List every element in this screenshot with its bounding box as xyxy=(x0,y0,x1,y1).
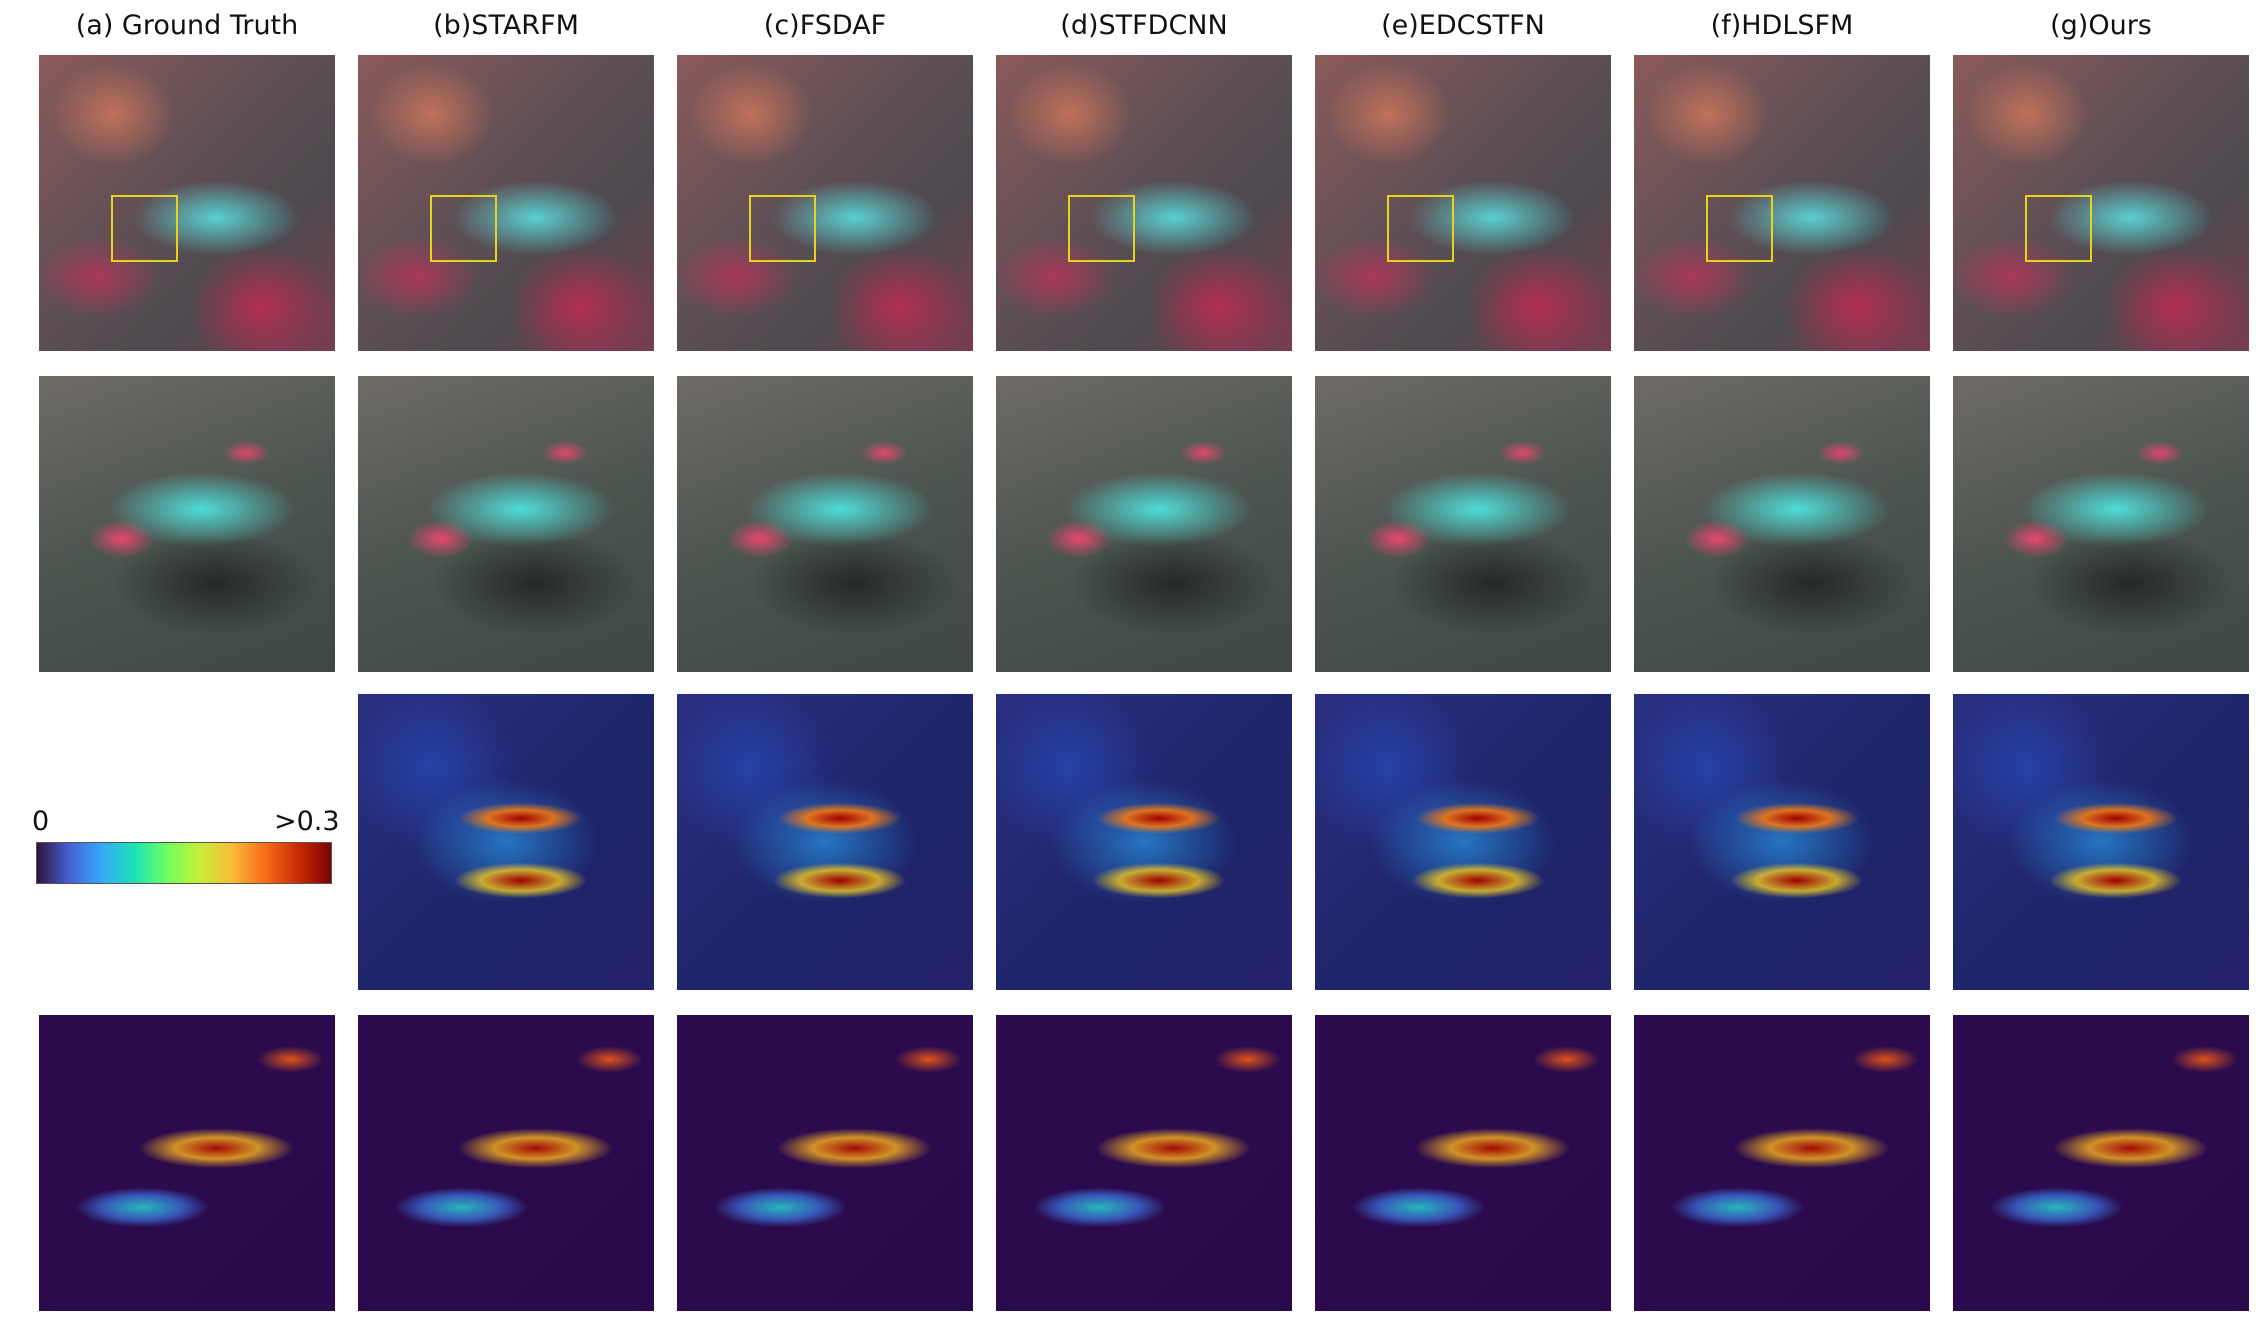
image-panel xyxy=(996,694,1292,990)
image-panel xyxy=(677,1015,973,1311)
image-panel xyxy=(677,55,973,351)
image-panel xyxy=(358,1015,654,1311)
image-panel xyxy=(1315,55,1611,351)
zoom-box xyxy=(1706,195,1773,262)
zoom-box xyxy=(430,195,497,262)
image-panel xyxy=(358,376,654,672)
image-panel xyxy=(1634,376,1930,672)
column-title: (b)STARFM xyxy=(433,10,579,41)
image-panel xyxy=(677,694,973,990)
image-panel xyxy=(677,376,973,672)
zoom-box xyxy=(2025,195,2092,262)
image-panel xyxy=(1634,55,1930,351)
zoom-box xyxy=(1068,195,1135,262)
image-panel xyxy=(1953,694,2249,990)
image-panel xyxy=(358,694,654,990)
image-panel xyxy=(358,55,654,351)
colorbar xyxy=(36,842,332,884)
column-title: (f)HDLSFM xyxy=(1710,10,1854,41)
image-panel xyxy=(1315,376,1611,672)
column-title: (d)STFDCNN xyxy=(1060,10,1228,41)
colorbar-max-label: >0.3 xyxy=(274,806,340,837)
image-panel xyxy=(1953,1015,2249,1311)
column-title: (e)EDCSTFN xyxy=(1381,10,1545,41)
column-title: (a) Ground Truth xyxy=(75,10,299,41)
column-title: (g)Ours xyxy=(2050,10,2152,41)
image-panel xyxy=(1953,55,2249,351)
image-panel xyxy=(1315,694,1611,990)
image-panel xyxy=(996,1015,1292,1311)
image-panel xyxy=(39,1015,335,1311)
image-panel xyxy=(1315,1015,1611,1311)
image-panel xyxy=(1634,1015,1930,1311)
zoom-box xyxy=(111,195,178,262)
colorbar-min-label: 0 xyxy=(32,806,50,837)
column-title: (c)FSDAF xyxy=(763,10,887,41)
image-panel xyxy=(39,55,335,351)
image-panel xyxy=(1634,694,1930,990)
zoom-box xyxy=(749,195,816,262)
image-panel xyxy=(996,376,1292,672)
image-panel xyxy=(996,55,1292,351)
image-panel xyxy=(1953,376,2249,672)
image-panel xyxy=(39,376,335,672)
zoom-box xyxy=(1387,195,1454,262)
